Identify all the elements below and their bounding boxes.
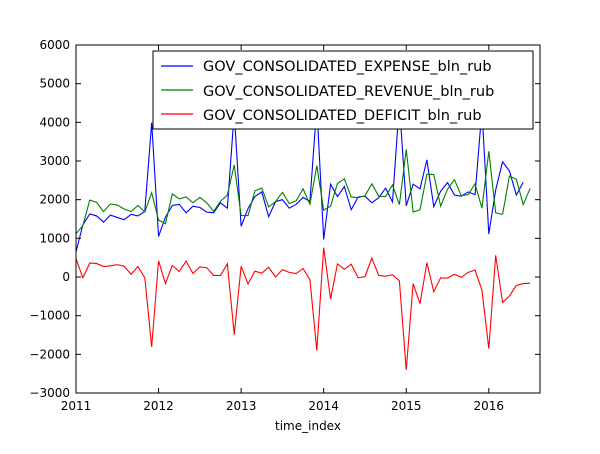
x-axis-label: time_index (275, 419, 341, 433)
legend-frame (152, 50, 534, 130)
y-tick-label: −2000 (29, 347, 70, 361)
tick-layer: 2011 2012 2013 2014 2015 2016 −3000 −2000 −1000 0… (29, 38, 540, 413)
y-tick-label: 1000 (39, 231, 70, 245)
plot-frame (75, 44, 541, 394)
series-line-2 (75, 247, 531, 370)
x-tick-label: 2012 (143, 399, 174, 413)
x-tick-label: 2014 (308, 399, 339, 413)
legend: GOV_CONSOLIDATED_EXPENSE_bln_rub GOV_CON… (152, 50, 534, 130)
legend-label-expense: GOV_CONSOLIDATED_EXPENSE_bln_rub (203, 59, 492, 75)
x-tick-label: 2015 (391, 399, 422, 413)
x-tick-label: 2016 (474, 399, 505, 413)
y-tick-label: −3000 (29, 386, 70, 400)
y-tick-label: 3000 (39, 154, 70, 168)
x-tick-label: 2013 (226, 399, 257, 413)
series-layer (75, 103, 531, 370)
legend-label-revenue: GOV_CONSOLIDATED_REVENUE_bln_rub (203, 84, 494, 100)
y-tick-label: 0 (62, 270, 70, 284)
y-tick-label: 6000 (39, 38, 70, 52)
legend-label-deficit: GOV_CONSOLIDATED_DEFICIT_bln_rub (203, 108, 482, 124)
series-line-1 (75, 149, 531, 235)
series-line-0 (75, 103, 524, 253)
y-tick-label: 4000 (39, 115, 70, 129)
y-tick-label: 2000 (39, 193, 70, 207)
y-tick-label: 5000 (39, 77, 70, 91)
y-tick-label: −1000 (29, 309, 70, 323)
x-tick-label: 2011 (61, 399, 92, 413)
